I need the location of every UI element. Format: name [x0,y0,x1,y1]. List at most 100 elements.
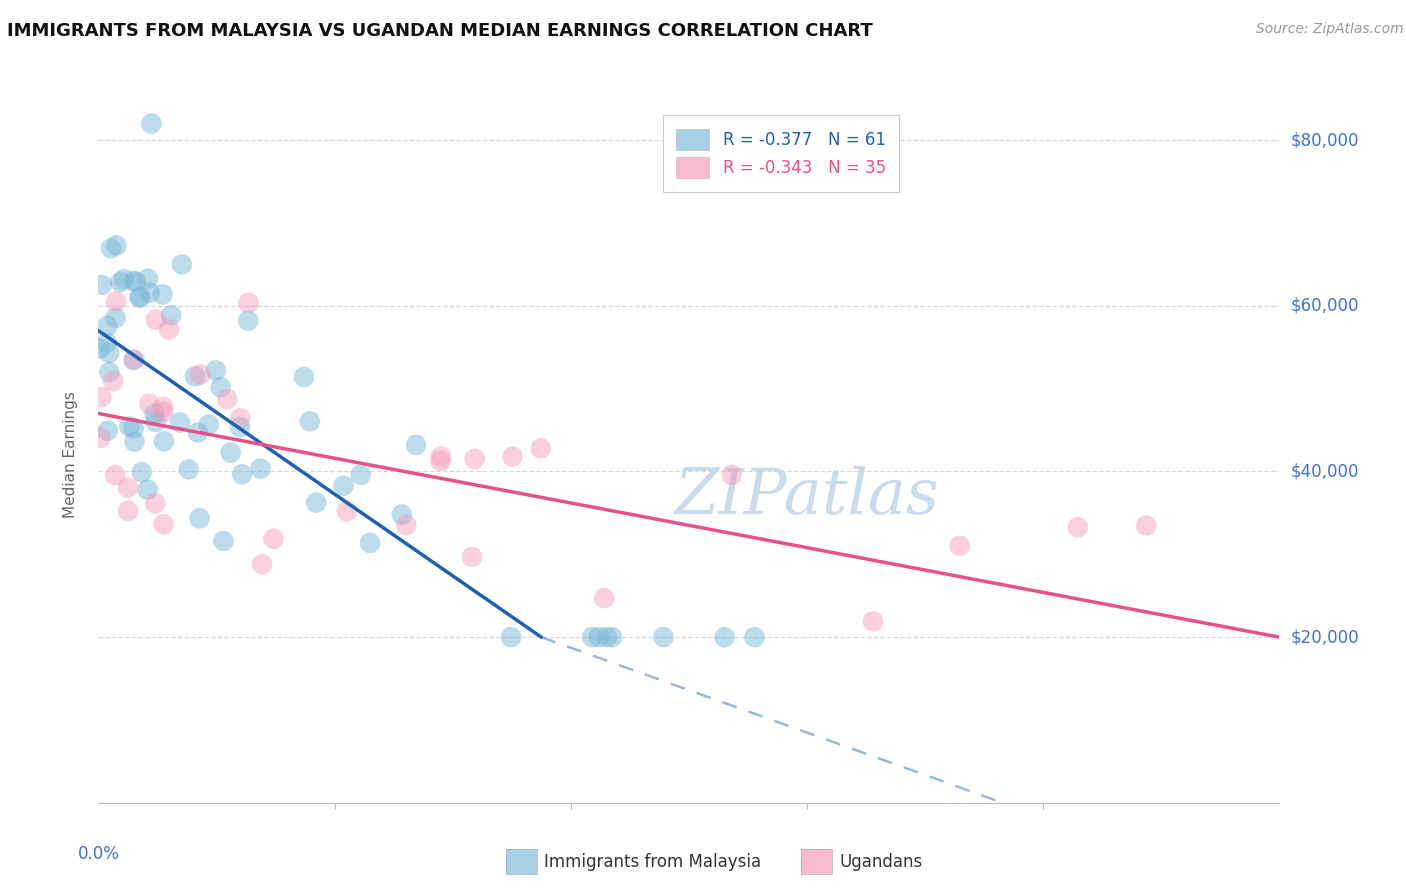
Point [117,504,139,518]
Point [124,275,146,289]
Point [118,419,141,434]
Text: $40,000: $40,000 [1291,462,1360,481]
Point [501,630,523,644]
Text: IMMIGRANTS FROM MALAYSIA VS UGANDAN MEDIAN EARNINGS CORRELATION CHART: IMMIGRANTS FROM MALAYSIA VS UGANDAN MEDI… [7,22,873,40]
Point [145,312,167,326]
Point [187,425,209,440]
Point [184,369,207,384]
Point [350,467,373,482]
Point [212,534,235,549]
Point [461,549,484,564]
Point [1067,520,1090,534]
Point [90,277,112,292]
Point [152,287,174,301]
Point [530,442,553,456]
Point [104,311,127,326]
Point [231,467,253,482]
Point [395,518,418,533]
Point [336,504,359,518]
Point [96,335,118,350]
Point [188,511,211,525]
Point [122,353,145,368]
Point [100,241,122,255]
Point [464,451,486,466]
Point [104,468,127,483]
Text: 0.0%: 0.0% [77,845,120,863]
Point [136,483,159,497]
Point [105,238,128,252]
Point [501,450,523,464]
Point [197,417,219,432]
Point [152,400,174,414]
Point [600,630,623,644]
Point [219,445,242,459]
Point [721,467,744,482]
Point [862,615,884,629]
Point [652,630,675,644]
Point [152,405,174,419]
Text: $60,000: $60,000 [1291,297,1360,315]
Y-axis label: Median Earnings: Median Earnings [63,392,77,518]
Point [217,392,239,406]
Point [169,416,191,430]
Point [596,630,619,644]
Point [129,290,152,304]
Point [112,272,135,286]
Point [124,434,146,449]
Text: Ugandans: Ugandans [839,853,922,871]
Point [160,308,183,322]
Point [391,508,413,522]
Point [103,374,125,388]
Point [1135,518,1157,533]
Text: ZIPatlas: ZIPatlas [675,466,939,527]
Point [238,296,260,310]
Point [170,258,193,272]
Point [90,431,112,445]
Point [405,438,427,452]
Point [229,420,252,434]
Point [138,285,160,300]
Point [131,465,153,479]
Point [229,411,252,425]
Point [124,352,146,367]
Point [205,363,228,377]
Point [209,380,232,394]
Point [262,532,284,546]
Point [90,390,112,404]
Point [138,397,160,411]
Text: Source: ZipAtlas.com: Source: ZipAtlas.com [1256,22,1403,37]
Point [332,479,354,493]
Text: $80,000: $80,000 [1291,131,1360,149]
Point [98,346,121,360]
Point [145,415,167,429]
Point [128,291,150,305]
Point [97,424,120,438]
Point [292,370,315,384]
Point [429,454,451,468]
Point [98,365,121,379]
Point [122,421,145,435]
Point [305,495,328,509]
Point [157,322,180,336]
Point [143,496,166,510]
Point [177,462,200,476]
Point [117,481,139,495]
Point [249,461,271,475]
Point [713,630,735,644]
Point [105,294,128,309]
Point [359,536,381,550]
Point [744,630,766,644]
Text: Immigrants from Malaysia: Immigrants from Malaysia [544,853,761,871]
Point [141,117,163,131]
Point [250,558,273,572]
Point [188,368,211,382]
Point [581,630,603,644]
Point [122,274,145,288]
Point [430,450,453,464]
Text: $20,000: $20,000 [1291,628,1360,646]
Point [949,539,972,553]
Point [153,434,176,449]
Point [143,407,166,421]
Legend: R = -0.377   N = 61, R = -0.343   N = 35: R = -0.377 N = 61, R = -0.343 N = 35 [662,115,898,192]
Point [298,414,321,428]
